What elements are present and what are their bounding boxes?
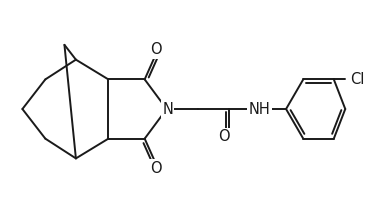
Text: O: O (150, 42, 162, 57)
Text: N: N (162, 101, 173, 117)
Text: Cl: Cl (350, 72, 365, 87)
Text: O: O (150, 161, 162, 176)
Text: NH: NH (249, 101, 270, 117)
Text: O: O (218, 129, 230, 144)
